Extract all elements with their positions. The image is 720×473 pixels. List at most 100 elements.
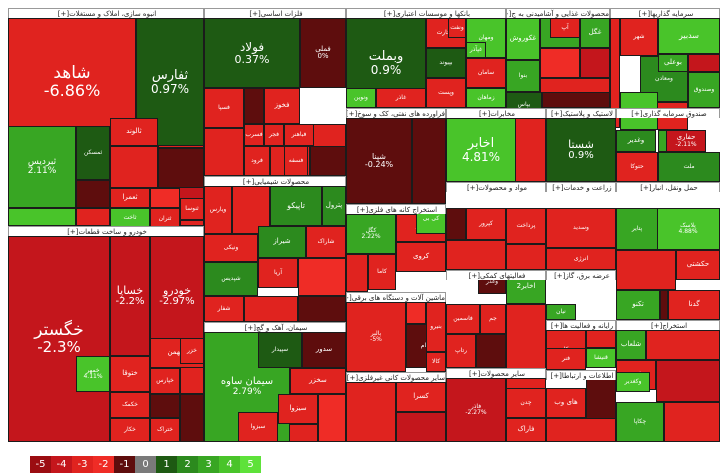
stock-tile[interactable]: وسدید <box>546 208 616 248</box>
stock-tile-unlabeled[interactable] <box>110 146 158 188</box>
stock-tile[interactable]: آپ <box>550 18 580 38</box>
stock-tile-unlabeled[interactable] <box>476 334 506 368</box>
stock-tile-unlabeled[interactable] <box>664 402 720 442</box>
stock-tile[interactable]: کروی <box>396 242 446 272</box>
stock-tile[interactable]: فولاد 0.37% <box>204 18 300 88</box>
stock-tile[interactable]: خمهر 4.11% <box>76 356 110 392</box>
stock-tile-unlabeled[interactable] <box>150 394 180 418</box>
stock-tile[interactable]: سبزوا <box>238 412 278 442</box>
stock-tile[interactable]: شپنا -0.24% <box>346 118 412 204</box>
stock-tile[interactable]: چدن <box>506 388 546 418</box>
stock-tile-unlabeled[interactable] <box>244 296 298 322</box>
stock-tile-unlabeled[interactable] <box>446 208 466 240</box>
stock-tile[interactable]: بنوا <box>506 60 540 92</box>
stock-tile-unlabeled[interactable] <box>586 330 616 348</box>
stock-tile[interactable]: خکار <box>110 418 150 442</box>
stock-tile[interactable]: سخزر <box>290 368 346 394</box>
stock-tile-unlabeled[interactable] <box>646 330 720 360</box>
sector-header[interactable]: اطلاعات و ارتباطا[+] <box>546 370 616 380</box>
expand-tag[interactable]: [+] <box>383 10 396 18</box>
expand-tag[interactable]: [+] <box>346 374 359 382</box>
expand-tag[interactable]: [+] <box>466 184 479 192</box>
stock-tile[interactable]: ثفارس 0.97% <box>136 18 204 146</box>
stock-tile-unlabeled[interactable] <box>506 244 546 270</box>
stock-tile-unlabeled[interactable] <box>298 296 346 322</box>
expand-tag[interactable]: [+] <box>631 110 643 118</box>
stock-tile-unlabeled[interactable] <box>580 48 610 78</box>
stock-tile[interactable]: غکوروش <box>506 18 540 60</box>
stock-tile[interactable]: نیان <box>546 304 576 320</box>
sector-header[interactable]: مخابرات[+] <box>446 108 546 118</box>
expand-tag[interactable]: [+] <box>551 110 563 118</box>
stock-tile[interactable]: فاسمین <box>446 304 480 334</box>
expand-tag[interactable]: [+] <box>478 110 491 118</box>
stock-tile[interactable]: سدور <box>302 332 346 368</box>
stock-tile[interactable]: تاپیکو <box>270 186 322 226</box>
stock-tile[interactable]: حتوکا <box>616 152 658 182</box>
stock-tile[interactable]: فسپا <box>204 88 244 128</box>
stock-tile[interactable]: شفار <box>204 296 244 322</box>
stock-tile[interactable]: رتاپ <box>446 334 476 368</box>
sector-header[interactable]: سایر محصولات[+] <box>446 368 546 378</box>
stock-tile-unlabeled[interactable] <box>180 220 204 226</box>
stock-tile[interactable]: پلاسک 4.88% <box>656 208 720 250</box>
stock-tile[interactable]: فجر <box>264 124 284 146</box>
sector-header[interactable]: مواد و محصولات[+] <box>446 182 546 192</box>
stock-tile[interactable]: بالبر -5% <box>346 302 406 372</box>
stock-tile-unlabeled[interactable] <box>346 254 368 292</box>
stock-tile[interactable]: غپآذر <box>466 42 486 58</box>
stock-tile[interactable]: تکنو <box>616 290 660 320</box>
stock-tile[interactable]: ملت <box>658 152 720 182</box>
stock-tile[interactable]: پتایر <box>616 208 658 250</box>
stock-tile[interactable]: خپارس <box>150 368 180 394</box>
stock-tile[interactable]: اخابر 4.81% <box>446 118 516 182</box>
sector-header[interactable]: عرضه برق، گاز[+] <box>546 270 616 280</box>
stock-tile[interactable]: کگل 2.22% <box>346 214 396 254</box>
stock-tile[interactable]: خودرو -2.97% <box>150 236 204 356</box>
stock-tile[interactable]: سپیدار <box>258 332 302 368</box>
expand-tag[interactable]: [+] <box>554 272 566 280</box>
sector-header[interactable]: رایانه و فعالیت ها[+] <box>546 320 616 330</box>
stock-tile[interactable]: حفاری -2.11% <box>666 130 706 152</box>
stock-tile[interactable]: ثاخت <box>110 208 150 228</box>
stock-tile[interactable]: گدنا <box>668 290 720 320</box>
expand-tag[interactable]: [+] <box>249 10 261 18</box>
stock-tile[interactable]: جم <box>480 304 506 334</box>
stock-tile[interactable]: فسرب <box>244 124 264 146</box>
stock-tile[interactable]: خگستر -2.3% <box>8 236 110 442</box>
stock-tile[interactable]: غگل <box>580 18 610 48</box>
stock-tile[interactable]: کاما <box>368 254 396 290</box>
stock-tile[interactable]: فاراک <box>506 418 546 442</box>
expand-tag[interactable]: [+] <box>244 324 256 332</box>
stock-tile-unlabeled[interactable] <box>150 188 180 208</box>
stock-tile[interactable]: وکغدیر <box>616 372 650 392</box>
sector-header[interactable]: بانکها و موسسات اعتباری[+] <box>346 8 506 18</box>
sector-header[interactable]: صندوق سرمایه گذاری[+] <box>616 108 720 118</box>
stock-tile[interactable]: شستا 0.9% <box>546 118 616 182</box>
stock-tile[interactable]: کسرا <box>396 382 446 412</box>
sector-header[interactable]: زراعت و خدمات[+] <box>546 182 616 192</box>
stock-tile[interactable]: قنیشا <box>586 348 616 368</box>
stock-tile[interactable]: ختراک <box>150 418 180 442</box>
expand-tag[interactable]: [+] <box>469 370 481 378</box>
stock-tile[interactable]: فرود <box>244 146 270 176</box>
expand-tag[interactable]: [+] <box>507 10 512 18</box>
expand-tag[interactable]: [+] <box>638 10 651 18</box>
sector-header[interactable]: فعالیتهای کمکی[+] <box>446 270 546 280</box>
stock-tile-unlabeled[interactable] <box>318 394 346 442</box>
sector-header[interactable]: استخراج[+] <box>616 320 720 330</box>
expand-tag[interactable]: [+] <box>550 372 562 380</box>
sector-header[interactable]: استخراج کانه های فلزی[+] <box>346 204 446 214</box>
stock-tile[interactable]: بپیوند <box>426 48 466 78</box>
stock-tile[interactable]: خکمک <box>110 392 150 418</box>
stock-tile[interactable]: ومهان <box>466 18 506 58</box>
sector-header[interactable]: حمل ونقل، انبار[+] <box>616 182 720 192</box>
stock-tile[interactable]: خساپا -2.2% <box>110 236 150 356</box>
expand-tag[interactable]: [+] <box>468 272 480 280</box>
stock-tile[interactable]: پرداخت <box>506 208 546 244</box>
stock-tile-unlabeled[interactable] <box>76 208 110 226</box>
stock-tile-unlabeled[interactable] <box>412 118 446 204</box>
stock-tile[interactable]: آریا <box>258 258 298 288</box>
stock-tile[interactable]: ونوین <box>346 88 376 108</box>
sector-header[interactable]: محصولات غذایی و آشامیدنی به ج[+] <box>506 8 610 18</box>
